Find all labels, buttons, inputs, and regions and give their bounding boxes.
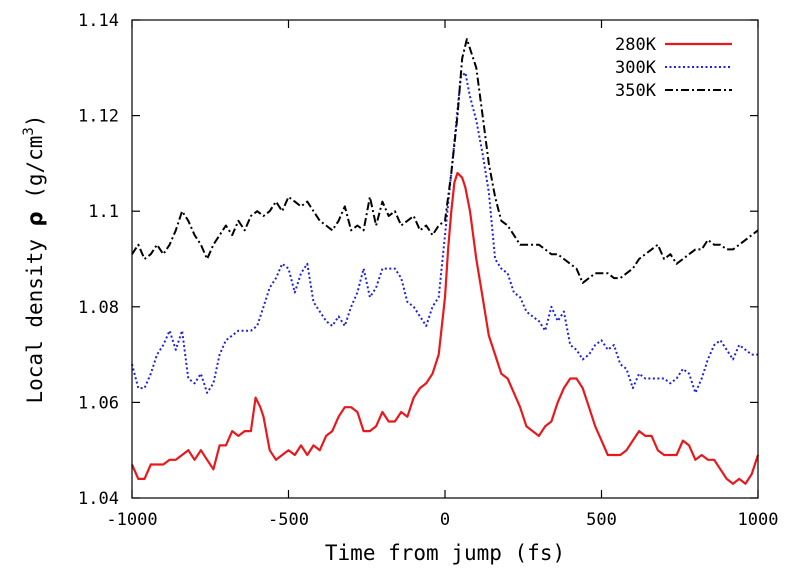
x-tick-label: 500: [586, 510, 617, 530]
y-axis-label-rho: ρ: [23, 211, 47, 226]
x-tick-label: 1000: [738, 510, 779, 530]
series-line-300k: [131, 71, 758, 394]
y-tick-label: 1.08: [78, 298, 119, 318]
series-line-280k: [130, 171, 760, 485]
y-axis-label-unit-sup: 3: [21, 127, 37, 135]
x-axis-label: Time from jump (fs): [325, 541, 565, 565]
legend-label-280k: 280K: [615, 35, 657, 55]
series-layer: [130, 38, 760, 485]
legend-label-350k: 350K: [615, 81, 657, 101]
y-axis-label-unit-close: ): [23, 114, 47, 127]
series-line-350k: [131, 38, 759, 284]
y-tick-label: 1.12: [78, 107, 119, 127]
x-tick-label: -1000: [106, 510, 157, 530]
y-tick-label: 1.14: [78, 11, 119, 31]
y-tick-label: 1.06: [78, 393, 119, 413]
y-tick-label: 1.1: [88, 202, 119, 222]
y-axis-label-text: Local density: [23, 226, 47, 403]
x-tick-label: 0: [440, 510, 450, 530]
x-tick-label: -500: [268, 510, 309, 530]
ticks-layer: -1000 -500 0 500 1000 1.04 1.06 1.08 1.1 1.12 1.14: [78, 11, 778, 530]
y-axis-label: Local density ρ (g/cm3): [21, 114, 47, 403]
y-axis-label-unit: (g/cm: [23, 136, 47, 212]
legend-label-300k: 300K: [615, 58, 657, 78]
y-tick-label: 1.04: [78, 489, 119, 509]
legend: 280K 300K 350K: [615, 35, 732, 101]
